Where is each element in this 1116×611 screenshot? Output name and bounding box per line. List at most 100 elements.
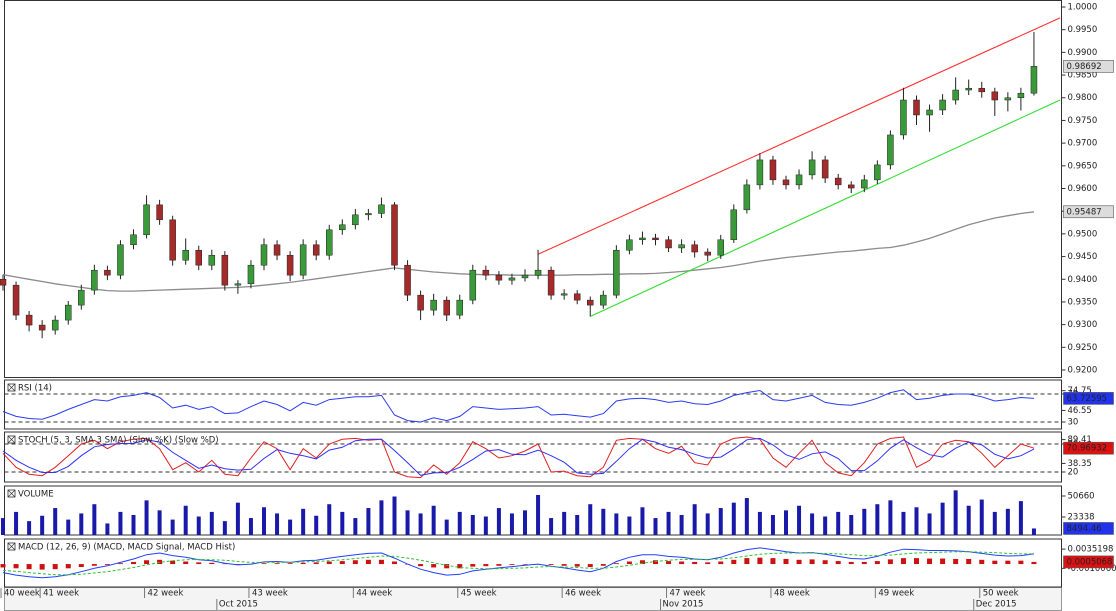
histogram-bar [91, 564, 97, 566]
volume-bar [405, 510, 410, 535]
volume-bar [992, 511, 997, 535]
candle-body [756, 159, 764, 186]
panel-icon-cross [7, 383, 16, 392]
volume-bar [640, 507, 645, 535]
volume-bar [496, 508, 501, 535]
histogram-bar [196, 562, 202, 565]
volume-bar [40, 515, 45, 535]
last-value-label: 0.0005068 [1067, 557, 1113, 567]
candle-body [587, 299, 594, 306]
volume-bar [575, 514, 580, 535]
histogram-bar [457, 564, 463, 569]
volume-bar [888, 500, 893, 535]
histogram-bar [783, 558, 789, 565]
histogram-bar [744, 558, 750, 565]
candle-body [195, 249, 202, 266]
candle-body [913, 99, 920, 116]
y-tick-label: 74.75 [1068, 386, 1092, 396]
histogram-bar [587, 564, 593, 568]
candle-body [469, 269, 477, 301]
candle-body [143, 204, 150, 236]
panel-icon-cross [7, 542, 16, 551]
volume-bar [757, 511, 762, 535]
volume-bar [731, 502, 736, 535]
histogram-bar [600, 564, 606, 566]
candle-body [260, 244, 268, 266]
volume-bar [953, 490, 958, 535]
histogram-bar [522, 564, 528, 565]
volume-bar [222, 521, 227, 535]
volume-bar [705, 513, 710, 535]
volume-bar [849, 514, 854, 535]
histogram-bar [287, 563, 293, 565]
candle-body [573, 293, 581, 301]
volume-bar [327, 504, 332, 535]
candle-body [691, 244, 698, 253]
last-value-label: 8494.46 [1067, 524, 1102, 534]
histogram-bar [757, 557, 763, 565]
volume-bar [144, 500, 149, 535]
histogram-bar [679, 561, 685, 565]
candle-body [130, 234, 137, 246]
panel-icon-cross [7, 435, 16, 444]
volume-bar [784, 510, 788, 535]
histogram-bar [326, 561, 332, 565]
y-tick-label: 0.9500 [1068, 229, 1098, 239]
candle-body [991, 91, 999, 101]
histogram-bar [796, 559, 802, 565]
month-label: Nov 2015 [663, 600, 704, 610]
candle-body [926, 109, 933, 116]
y-tick-label: 0.9450 [1068, 252, 1098, 262]
month-label: Dec 2015 [976, 600, 1017, 610]
histogram-bar [548, 564, 554, 565]
candle-body [38, 324, 46, 331]
panel-title: MACD (12, 26, 9) (MACD, MACD Signal, MAC… [18, 543, 235, 553]
histogram-bar [835, 561, 841, 565]
candle-body [417, 294, 424, 311]
last-value-box [1063, 555, 1114, 569]
x-tick-label: 50 week [983, 589, 1019, 599]
volume-bar [118, 511, 123, 535]
last-value-box [1063, 441, 1114, 455]
volume-bar [275, 513, 280, 535]
candle-body [834, 177, 842, 186]
candle-body [795, 174, 803, 186]
histogram-bar [574, 564, 580, 567]
y-tick-label: 0.9600 [1068, 184, 1098, 194]
histogram-bar [639, 560, 645, 565]
y-tick-label: 0.9850 [1068, 71, 1098, 81]
volume-bar [509, 513, 514, 535]
candle-body [1004, 97, 1012, 101]
histogram-bar [666, 561, 672, 565]
candle-body [704, 251, 711, 256]
volume-bar [523, 510, 527, 535]
histogram-bar [900, 558, 906, 565]
candle-body [939, 99, 946, 111]
trend-line [537, 17, 1061, 255]
volume-bar [562, 511, 567, 535]
histogram-bar [613, 563, 619, 565]
histogram-bar [953, 558, 959, 565]
histogram-bar [65, 564, 71, 569]
histogram-bar [1031, 561, 1037, 565]
volume-bar [105, 523, 110, 535]
histogram-bar [626, 561, 632, 565]
histogram-bar [444, 564, 450, 569]
candle-body [808, 159, 816, 176]
moving-average [2, 211, 1035, 292]
volume-bar [666, 511, 671, 535]
histogram-bar [927, 558, 933, 565]
y-tick-label: 0.9800 [1068, 93, 1098, 103]
panel-frame [4, 379, 1062, 430]
volume-bar [340, 511, 345, 535]
volume-bar [379, 500, 384, 535]
histogram-bar [809, 559, 815, 565]
candle-body [247, 264, 255, 285]
histogram-bar [365, 559, 371, 565]
candle-body [234, 283, 242, 286]
histogram-bar [104, 564, 110, 565]
y-tick-label: 0.9700 [1068, 139, 1098, 149]
candle-body [821, 159, 829, 179]
volume-bar [209, 511, 214, 535]
y-tick-label: 0.9750 [1068, 116, 1098, 126]
